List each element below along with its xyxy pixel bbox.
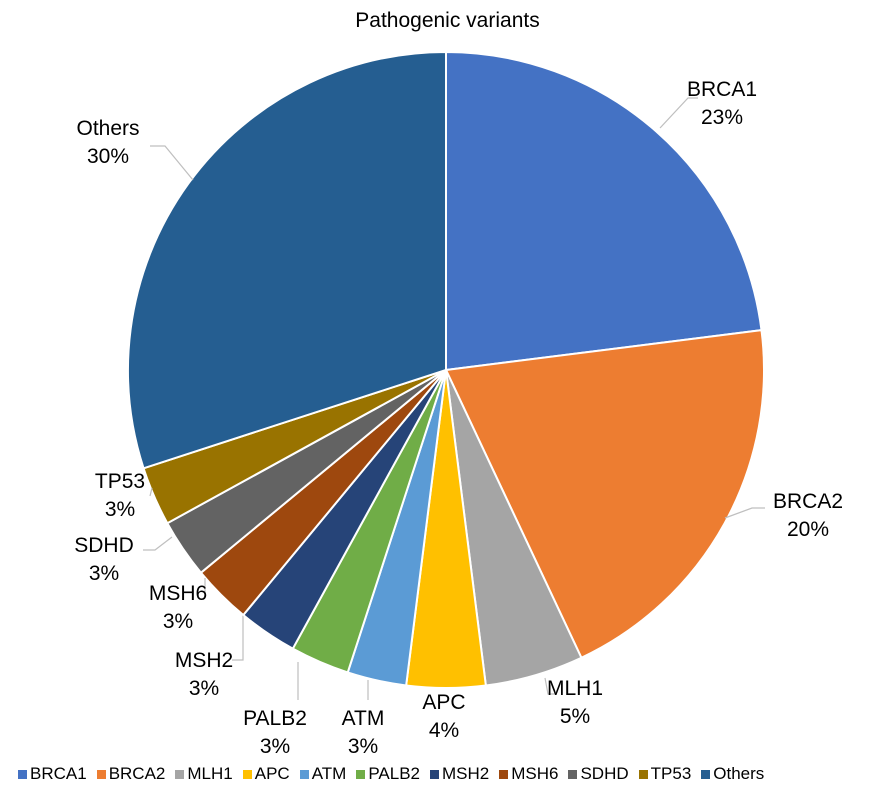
legend-item-others: Others <box>701 764 764 784</box>
data-label-name: MSH6 <box>148 582 208 605</box>
data-label-name: SDHD <box>74 534 134 557</box>
legend-label: Others <box>713 764 765 783</box>
leader-line-msh2 <box>232 614 244 661</box>
pie-slice-others <box>127 50 447 470</box>
legend-swatch <box>18 769 27 779</box>
pie-slice-brca1 <box>445 50 763 372</box>
legend-item-sdhd: SDHD <box>568 764 629 784</box>
data-label-value: 30% <box>86 145 130 168</box>
data-label-apc: APC 4% <box>422 689 465 745</box>
legend-item-apc: APC <box>242 764 290 784</box>
data-label-name: Others <box>76 117 140 140</box>
data-label-palb2: PALB2 3% <box>243 705 307 761</box>
legend-swatch <box>499 769 509 779</box>
data-label-name: BRCA1 <box>686 78 758 101</box>
data-label-value: 5% <box>559 705 591 728</box>
legend-item-mlh1: MLH1 <box>175 764 233 784</box>
legend-item-palb2: PALB2 <box>356 764 420 784</box>
data-label-name: TP53 <box>94 470 146 493</box>
data-label-name: PALB2 <box>243 707 307 730</box>
legend-item-atm: ATM <box>299 764 347 784</box>
data-label-brca1: BRCA1 23% <box>687 76 757 132</box>
legend-swatch <box>638 769 648 779</box>
data-label-value: 3% <box>347 735 379 758</box>
data-label-tp53: TP53 3% <box>95 468 145 524</box>
data-label-others: Others 30% <box>76 115 139 171</box>
legend-item-tp53: TP53 <box>638 764 692 784</box>
data-label-name: APC <box>422 691 466 714</box>
legend-swatch <box>356 769 366 779</box>
legend-swatch <box>299 769 309 779</box>
legend-label: SDHD <box>580 764 629 783</box>
legend-item-brca2: BRCA2 <box>96 764 166 784</box>
leader-line-others <box>150 145 194 181</box>
legend-item-brca1: BRCA1 <box>18 764 87 784</box>
data-label-value: 3% <box>104 498 136 521</box>
legend-swatch <box>96 769 106 779</box>
legend-label: TP53 <box>650 764 692 783</box>
data-label-name: ATM <box>341 707 385 730</box>
chart-title: Pathogenic variants <box>355 9 540 32</box>
legend-swatch <box>701 769 711 779</box>
leader-line-brca1 <box>659 97 698 129</box>
legend-label: PALB2 <box>368 764 420 783</box>
data-label-mlh1: MLH1 5% <box>547 675 603 731</box>
data-label-value: 3% <box>188 677 220 700</box>
data-label-value: 3% <box>259 735 291 758</box>
leader-line-mlh1 <box>544 677 556 695</box>
legend-label: MLH1 <box>187 764 233 783</box>
data-label-value: 3% <box>162 610 194 633</box>
legend-label: APC <box>254 764 290 783</box>
legend-label: MSH6 <box>511 764 559 783</box>
legend-swatch <box>175 769 185 779</box>
legend-item-msh2: MSH2 <box>430 764 489 784</box>
pie-slice-brca2 <box>444 329 765 660</box>
data-label-sdhd: SDHD 3% <box>74 532 134 588</box>
leader-line-sdhd <box>143 536 173 551</box>
legend-label: BRCA2 <box>108 764 166 783</box>
data-label-value: 20% <box>786 518 830 541</box>
data-label-msh2: MSH2 3% <box>175 647 233 703</box>
legend-label: ATM <box>311 764 347 783</box>
data-label-value: 3% <box>88 562 120 585</box>
data-label-msh6: MSH6 3% <box>149 580 207 636</box>
data-label-brca2: BRCA2 20% <box>773 488 843 544</box>
data-label-name: MSH2 <box>174 649 234 672</box>
legend-swatch <box>242 769 252 779</box>
data-label-name: BRCA2 <box>772 490 844 513</box>
data-label-atm: ATM 3% <box>342 705 385 761</box>
legend-item-msh6: MSH6 <box>499 764 558 784</box>
legend-swatch <box>430 769 439 779</box>
data-label-value: 4% <box>428 719 460 742</box>
data-label-value: 23% <box>700 106 744 129</box>
chart-legend: BRCA1 BRCA2 MLH1 APC ATM PALB2 MSH2 MSH6 SDHD TP5… <box>18 764 888 784</box>
legend-swatch <box>568 769 578 779</box>
leader-line-tp53 <box>149 487 153 497</box>
data-label-name: MLH1 <box>546 677 604 700</box>
leader-line-brca2 <box>724 507 765 519</box>
legend-label: BRCA1 <box>30 764 87 783</box>
legend-label: MSH2 <box>442 764 490 783</box>
